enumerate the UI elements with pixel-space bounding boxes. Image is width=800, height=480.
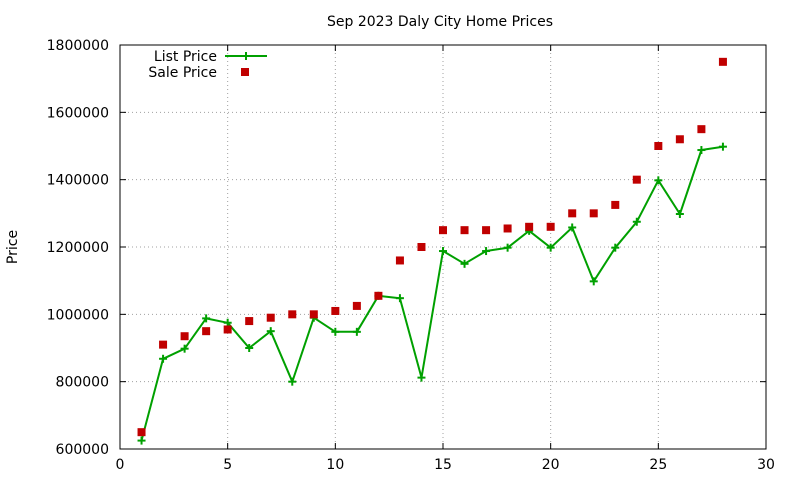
data-point	[675, 210, 684, 219]
data-point	[395, 256, 404, 265]
y-tick-label: 1600000	[47, 105, 109, 121]
data-point	[202, 314, 211, 323]
data-point	[202, 327, 211, 336]
series-line	[140, 145, 724, 441]
legend-marker	[242, 52, 250, 60]
data-point	[568, 209, 577, 218]
data-point	[503, 243, 512, 252]
y-tick-label: 1000000	[47, 307, 109, 323]
data-point	[395, 294, 404, 303]
data-point	[654, 142, 663, 150]
data-point	[503, 224, 512, 233]
data-point	[589, 277, 598, 286]
data-point	[223, 325, 232, 334]
data-point	[266, 327, 275, 336]
tick-labels: 0 5 10 15 20 25 30 600000 800000 1000000 1200000 14…	[47, 38, 775, 473]
legend-label: Sale Price	[148, 65, 217, 81]
data-point	[482, 226, 491, 235]
data-point	[309, 310, 318, 319]
data-point	[180, 344, 189, 353]
y-tick-label: 1200000	[47, 240, 109, 256]
data-point	[288, 377, 297, 386]
grid	[120, 45, 766, 449]
data-point	[352, 301, 361, 310]
data-point	[245, 344, 254, 352]
y-tick-label: 600000	[56, 442, 109, 458]
data-point	[417, 373, 426, 382]
data-point	[589, 209, 598, 218]
data-point	[223, 318, 232, 327]
data-point	[675, 135, 684, 144]
data-point	[331, 306, 340, 315]
data-point	[525, 222, 534, 231]
data-point	[460, 226, 469, 235]
x-tick-label: 10	[326, 457, 344, 473]
x-tick-label: 25	[649, 457, 667, 473]
data-point	[546, 243, 555, 252]
data-point	[632, 175, 641, 184]
series-2	[137, 57, 727, 437]
series-layer	[137, 57, 727, 445]
y-tick-label: 1400000	[47, 173, 109, 189]
data-point	[482, 247, 491, 256]
x-tick-label: 30	[757, 457, 775, 473]
data-point	[245, 317, 254, 326]
x-tick-label: 0	[116, 457, 125, 473]
data-point	[266, 313, 275, 322]
data-point	[654, 176, 663, 185]
data-point	[331, 327, 340, 336]
data-point	[352, 327, 361, 336]
legend-label: List Price	[154, 49, 217, 65]
legend-marker	[241, 68, 249, 76]
data-point	[159, 354, 168, 363]
data-point	[288, 310, 297, 319]
data-point	[374, 291, 383, 300]
data-point	[718, 57, 727, 66]
data-point	[417, 243, 426, 251]
data-point	[546, 222, 555, 231]
x-tick-label: 5	[223, 457, 232, 473]
plot-frame	[119, 44, 767, 450]
x-tick-label: 20	[542, 457, 560, 473]
x-tick-label: 15	[434, 457, 452, 473]
data-point	[180, 332, 189, 341]
data-point	[611, 200, 620, 209]
data-point	[439, 226, 447, 235]
data-point	[697, 125, 706, 134]
data-point	[718, 142, 727, 151]
data-point	[632, 217, 641, 226]
data-point	[159, 340, 168, 349]
y-tick-label: 800000	[56, 375, 109, 391]
data-point	[460, 259, 469, 268]
data-point	[611, 243, 620, 252]
y-tick-label: 1800000	[47, 38, 109, 54]
y-axis-label: Price	[5, 230, 21, 264]
data-point	[697, 146, 706, 155]
data-point	[439, 247, 447, 256]
data-point	[137, 428, 146, 437]
chart-title: Sep 2023 Daly City Home Prices	[327, 14, 553, 30]
series-1	[137, 142, 727, 445]
data-point	[568, 223, 577, 232]
data-point	[137, 436, 146, 445]
